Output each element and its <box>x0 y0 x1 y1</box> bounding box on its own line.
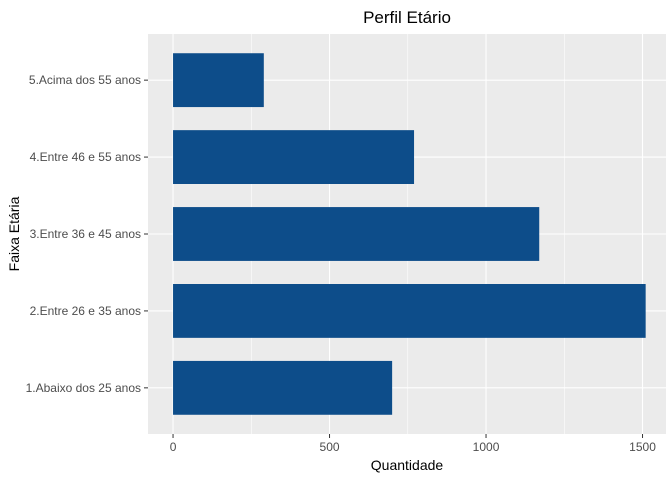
bar <box>173 360 393 415</box>
y-tick-label: 5.Acima dos 55 anos <box>29 73 141 87</box>
x-tick-label: 0 <box>170 440 177 454</box>
bar <box>173 207 540 261</box>
y-axis-ticks: 1.Abaixo dos 25 anos 2.Entre 26 e 35 anos… <box>26 73 148 395</box>
chart-title: Perfil Etário <box>363 8 451 27</box>
bars <box>173 53 646 415</box>
y-tick-label: 4.Entre 46 e 55 anos <box>30 150 141 164</box>
x-tick-label: 500 <box>320 440 340 454</box>
bar <box>173 130 415 184</box>
bar <box>173 53 264 108</box>
y-axis-title: Faixa Etária <box>6 196 22 271</box>
y-tick-label: 1.Abaixo dos 25 anos <box>26 381 141 395</box>
x-axis-title: Quantidade <box>371 457 444 473</box>
x-axis-ticks: 0 500 1000 1500 <box>170 434 656 454</box>
bar <box>173 284 646 338</box>
y-tick-label: 3.Entre 36 e 45 anos <box>30 227 141 241</box>
y-tick-label: 2.Entre 26 e 35 anos <box>30 304 141 318</box>
x-tick-label: 1500 <box>629 440 656 454</box>
x-tick-label: 1000 <box>473 440 500 454</box>
